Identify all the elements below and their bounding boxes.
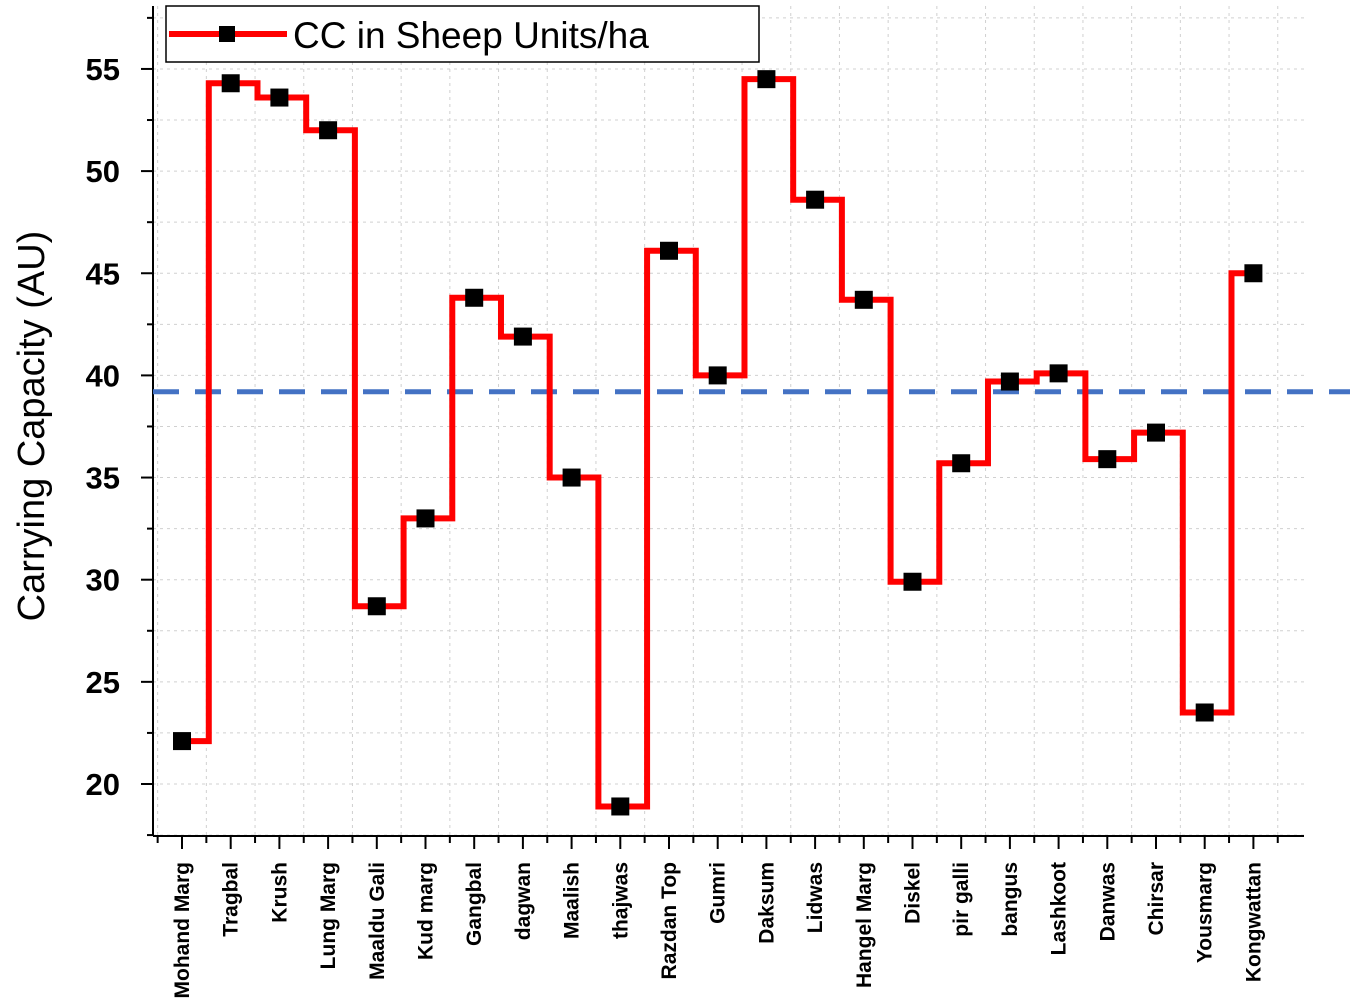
series-line <box>182 76 1256 810</box>
data-point <box>903 572 922 591</box>
x-tick-label: Gangbal <box>463 862 486 946</box>
data-point <box>806 190 825 209</box>
x-tick-label: Maaldu Gali <box>366 862 389 980</box>
data-point <box>173 732 191 751</box>
x-tick-label: Daksum <box>755 862 778 944</box>
x-tick-label: Hangel Marg <box>853 862 876 988</box>
data-point <box>660 241 678 260</box>
x-tick-label: Kud marg <box>415 862 438 960</box>
x-tick-label: Danwas <box>1096 862 1119 941</box>
y-axis-ticks: 20 25 30 35 40 45 50 55 <box>86 16 153 837</box>
y-axis-title: Carrying Capacity (AU) <box>11 231 53 622</box>
data-point <box>367 597 386 616</box>
x-tick-label: Chirsar <box>1145 862 1168 936</box>
data-point <box>708 366 727 385</box>
x-tick-label: Lashkoot <box>1048 862 1071 955</box>
data-point <box>513 327 532 346</box>
x-tick-label: Mohand Marg <box>171 862 194 999</box>
data-point <box>1147 423 1165 442</box>
data-point <box>611 797 630 816</box>
data-point <box>1098 450 1117 469</box>
x-tick-label: Lidwas <box>804 862 827 933</box>
x-tick-label: Maalish <box>561 862 584 939</box>
x-tick-label: Razdan Top <box>658 862 681 979</box>
legend: CC in Sheep Units/ha <box>165 5 760 63</box>
x-tick-label: bangus <box>999 862 1022 937</box>
data-point <box>416 509 435 528</box>
x-tick-label: dagwan <box>512 862 535 940</box>
data-point <box>270 88 289 107</box>
x-tick-label: Gumri <box>707 862 730 924</box>
x-axis-ticks: Mohand Marg Tragbal Krush Lung Marg Maaldu G… <box>156 836 1279 999</box>
data-point <box>1195 703 1214 722</box>
data-point <box>854 290 873 309</box>
data-point <box>1244 264 1263 283</box>
data-point <box>1000 372 1019 391</box>
y-tick-label: 50 <box>86 154 120 189</box>
data-point <box>952 454 971 473</box>
x-tick-label: Yousmarg <box>1194 862 1217 963</box>
axes <box>152 6 1304 837</box>
data-point <box>757 70 776 89</box>
x-tick-label: Lung Marg <box>317 862 340 969</box>
data-point <box>1049 364 1068 383</box>
series-group <box>173 70 1263 816</box>
y-tick-label: 20 <box>86 767 120 802</box>
y-tick-label: 30 <box>86 563 120 598</box>
data-point <box>319 121 338 140</box>
y-tick-label: 40 <box>86 358 120 393</box>
x-tick-label: Kongwattan <box>1242 862 1265 982</box>
x-tick-label: pir galli <box>950 862 973 937</box>
legend-marker <box>219 26 235 42</box>
data-point <box>562 468 581 487</box>
x-tick-label: Tragbal <box>220 862 243 937</box>
y-tick-label: 35 <box>86 461 120 496</box>
y-tick-label: 55 <box>86 52 120 87</box>
data-point <box>465 288 484 307</box>
y-tick-label: 25 <box>86 665 120 700</box>
y-tick-label: 45 <box>86 256 120 291</box>
x-tick-label: Diskel <box>902 862 925 924</box>
x-tick-label: Krush <box>268 862 291 923</box>
x-tick-label: thajwas <box>609 862 632 939</box>
legend-label: CC in Sheep Units/ha <box>293 15 649 56</box>
data-point <box>221 74 240 93</box>
